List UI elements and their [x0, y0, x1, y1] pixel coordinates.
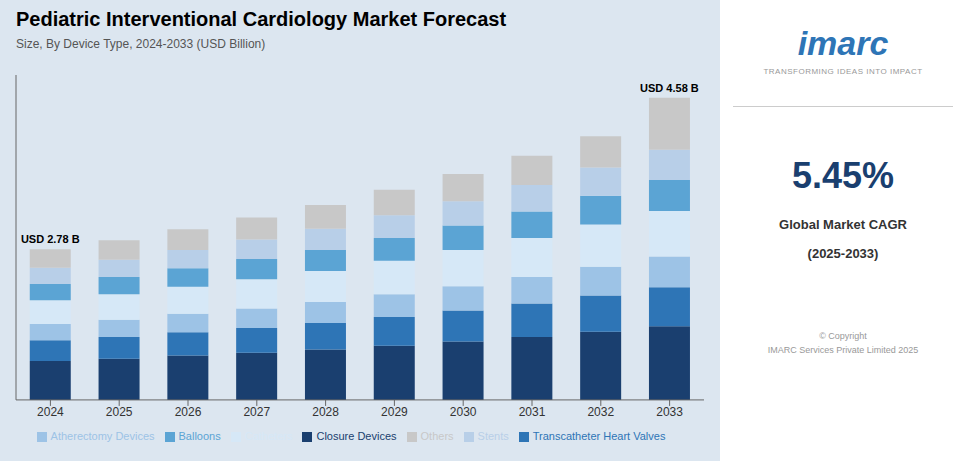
html-text:Others: Others	[420, 429, 454, 442]
html-text:Pediatric Interventional Cardi: Pediatric Interventional Cardiology Mark…	[16, 8, 507, 30]
svg-text:USD 2.78 B: USD 2.78 B	[21, 233, 80, 245]
html-text:5.45%: 5.45%	[792, 155, 894, 196]
html-text:Balloons: Balloons	[178, 429, 221, 442]
html-text:Closure Devices: Closure Devices	[316, 429, 397, 442]
svg-text:2031: 2031	[519, 405, 546, 419]
svg-text:2028: 2028	[312, 405, 339, 419]
svg-text:2027: 2027	[243, 405, 270, 419]
svg-text:2029: 2029	[381, 405, 408, 419]
html-text:(2025-2033): (2025-2033)	[807, 246, 879, 261]
svg-text:2026: 2026	[175, 405, 202, 419]
svg-text:2024: 2024	[37, 405, 64, 419]
html-text:Catheters: Catheters	[244, 429, 293, 442]
html-text:© Copyright: © Copyright	[819, 331, 867, 341]
html-text:Global Market CAGR: Global Market CAGR	[779, 217, 907, 232]
svg-text:2033: 2033	[656, 405, 683, 419]
svg-text:2025: 2025	[106, 405, 133, 419]
html-text:IMARC Services Private Limited: IMARC Services Private Limited 2025	[767, 345, 919, 355]
html-text:Size, By Device Type, 2024-203: Size, By Device Type, 2024-2033 (USD Bil…	[16, 37, 266, 51]
svg-text:2030: 2030	[450, 405, 477, 419]
html-text:TRANSFORMING IDEAS INTO IMPACT: TRANSFORMING IDEAS INTO IMPACT	[763, 67, 923, 76]
html-text:Atherectomy Devices: Atherectomy Devices	[50, 429, 155, 442]
html-text:Transcatheter Heart Valves: Transcatheter Heart Valves	[532, 429, 666, 442]
svg-text:2032: 2032	[587, 405, 614, 419]
html-text:Stents: Stents	[477, 429, 509, 442]
html-text:imarc: imarc	[797, 24, 889, 62]
svg-text:USD 4.58 B: USD 4.58 B	[640, 82, 699, 94]
